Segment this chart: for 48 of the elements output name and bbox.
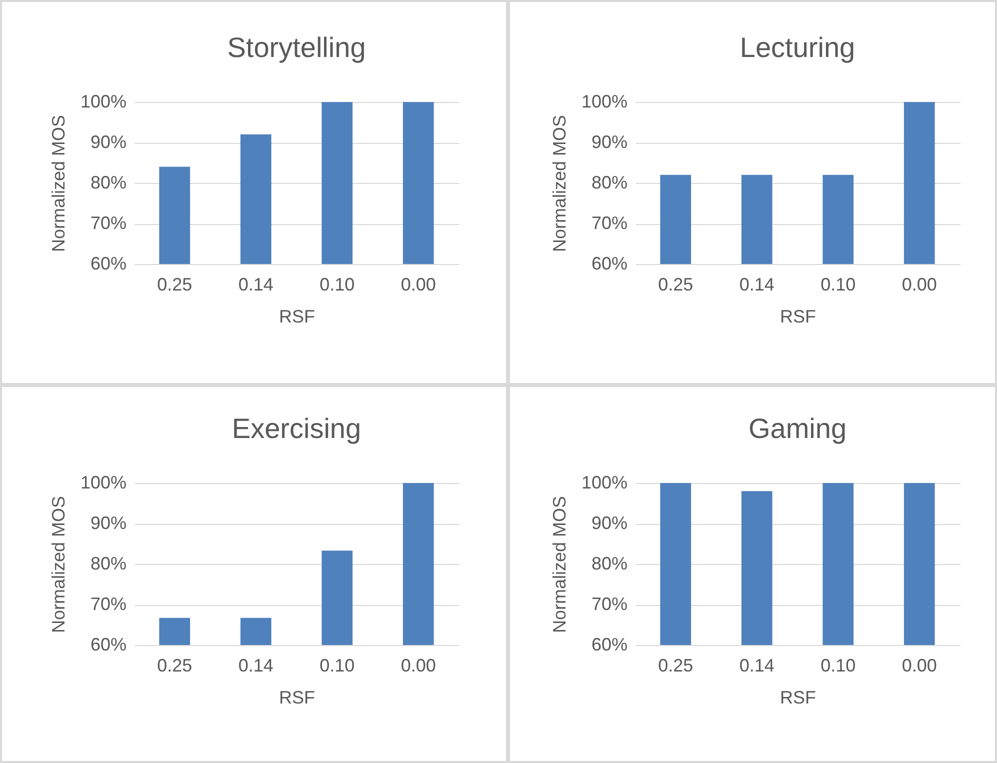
x-tick-label: 0.25 — [658, 274, 694, 294]
x-tick-label: 0.00 — [400, 274, 436, 294]
y-tick-label: 70% — [591, 594, 628, 614]
y-tick-label: 100% — [581, 92, 628, 112]
y-tick-label: 80% — [90, 554, 126, 574]
y-tick-label: 90% — [591, 513, 628, 533]
y-tick-label: 90% — [591, 132, 628, 152]
x-tick-label: 0.14 — [238, 274, 274, 294]
y-tick-label: 60% — [90, 254, 126, 274]
y-axis-title: Normalized MOS — [48, 496, 68, 634]
x-axis-title: RSF — [279, 306, 316, 326]
x-tick-label: 0.10 — [820, 656, 856, 676]
y-tick-label: 70% — [591, 213, 628, 233]
x-tick-label: 0.00 — [902, 656, 937, 676]
y-tick-label: 70% — [90, 594, 126, 614]
chart-title: Exercising — [232, 413, 362, 444]
y-tick-label: 100% — [80, 92, 126, 112]
x-axis-title: RSF — [780, 306, 816, 326]
x-tick-label: 0.14 — [739, 274, 774, 294]
y-tick-label: 70% — [90, 213, 126, 233]
y-tick-label: 80% — [90, 172, 126, 192]
x-tick-label: 0.25 — [157, 656, 192, 676]
x-tick-label: 0.10 — [320, 274, 355, 294]
x-tick-label: 0.10 — [320, 656, 355, 676]
y-tick-label: 80% — [591, 554, 628, 574]
y-tick-label: 90% — [90, 513, 126, 533]
x-tick-label: 0.10 — [820, 274, 856, 294]
x-tick-label: 0.14 — [739, 656, 774, 676]
x-tick-label: 0.25 — [658, 656, 694, 676]
y-axis-title: Normalized MOS — [48, 114, 68, 252]
y-axis-title: Normalized MOS — [549, 114, 570, 252]
y-tick-label: 60% — [90, 634, 126, 654]
y-tick-label: 80% — [591, 172, 628, 192]
y-tick-label: 60% — [591, 634, 628, 654]
x-tick-label: 0.25 — [157, 274, 192, 294]
y-tick-label: 60% — [591, 254, 628, 274]
chart-title: Gaming — [748, 413, 847, 444]
x-axis-title: RSF — [780, 688, 816, 708]
y-tick-label: 100% — [581, 472, 628, 492]
y-axis-title: Normalized MOS — [549, 496, 570, 634]
y-tick-label: 100% — [80, 472, 126, 492]
y-tick-label: 90% — [90, 132, 126, 152]
chart-title: Lecturing — [740, 32, 856, 63]
x-axis-title: RSF — [279, 688, 316, 708]
chart-title: Storytelling — [227, 32, 366, 63]
x-tick-label: 0.00 — [400, 656, 436, 676]
x-tick-label: 0.00 — [902, 274, 937, 294]
x-tick-label: 0.14 — [238, 656, 274, 676]
